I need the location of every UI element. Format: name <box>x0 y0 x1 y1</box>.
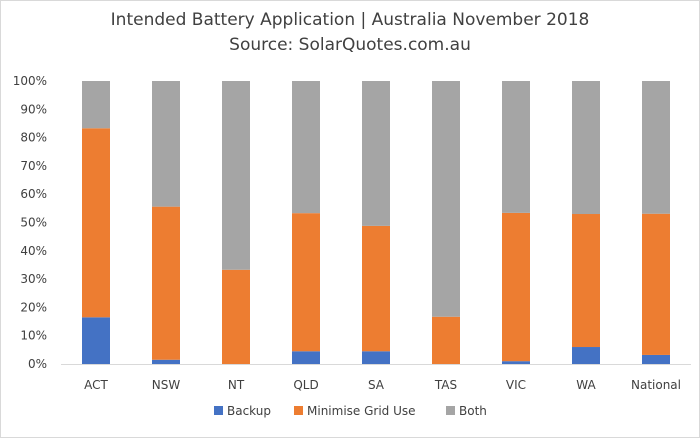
bar-segment <box>642 81 670 214</box>
x-tick-label: SA <box>368 378 385 392</box>
bar-segment <box>292 213 320 352</box>
bar-segment <box>152 359 180 364</box>
y-tick-label: 20% <box>20 300 47 314</box>
x-tick-label: ACT <box>84 378 108 392</box>
x-tick-label: NT <box>228 378 245 392</box>
bar-segment <box>502 212 530 362</box>
bar-segment <box>362 81 390 226</box>
x-tick-label: National <box>631 378 681 392</box>
y-tick-label: 60% <box>20 187 47 201</box>
bar-segment <box>572 347 600 364</box>
bar-segment <box>572 81 600 215</box>
legend-swatch <box>214 406 223 415</box>
bar-segment <box>502 81 530 213</box>
y-tick-label: 30% <box>20 272 47 286</box>
bar-segment <box>572 214 600 348</box>
y-tick-label: 0% <box>28 357 47 371</box>
bar-segment <box>362 225 390 352</box>
bar-segment <box>642 354 670 364</box>
bar-segment <box>222 81 250 270</box>
x-tick-label: VIC <box>506 378 526 392</box>
bar-segment <box>292 351 320 364</box>
bar-segment <box>642 213 670 355</box>
y-tick-label: 10% <box>20 329 47 343</box>
bar-segment <box>82 81 110 129</box>
x-tick-label: WA <box>576 378 596 392</box>
legend-label: Minimise Grid Use <box>307 404 416 418</box>
x-tick-label: TAS <box>434 378 457 392</box>
legend-label: Backup <box>227 404 271 418</box>
bar-segment <box>292 81 320 214</box>
y-tick-label: 40% <box>20 244 47 258</box>
x-tick-label: QLD <box>293 378 318 392</box>
y-tick-label: 80% <box>20 131 47 145</box>
bar-segment <box>432 316 460 364</box>
x-tick-label: NSW <box>152 378 181 392</box>
bar-segment <box>502 361 530 364</box>
bar-segment <box>82 317 110 364</box>
legend-swatch <box>294 406 303 415</box>
y-tick-label: 90% <box>20 102 47 116</box>
bar-segment <box>152 206 180 360</box>
bar-segment <box>432 81 460 317</box>
bar-segment <box>362 351 390 364</box>
y-tick-label: 50% <box>20 216 47 230</box>
chart-subtitle: Source: SolarQuotes.com.au <box>229 35 471 55</box>
y-tick-label: 70% <box>20 159 47 173</box>
legend-label: Both <box>459 404 487 418</box>
bar-segment <box>152 81 180 207</box>
legend-swatch <box>446 406 455 415</box>
chart-title: Intended Battery Application | Australia… <box>110 10 590 30</box>
bar-segment <box>222 269 250 364</box>
y-tick-label: 100% <box>13 74 47 88</box>
bar-segment <box>82 128 110 318</box>
